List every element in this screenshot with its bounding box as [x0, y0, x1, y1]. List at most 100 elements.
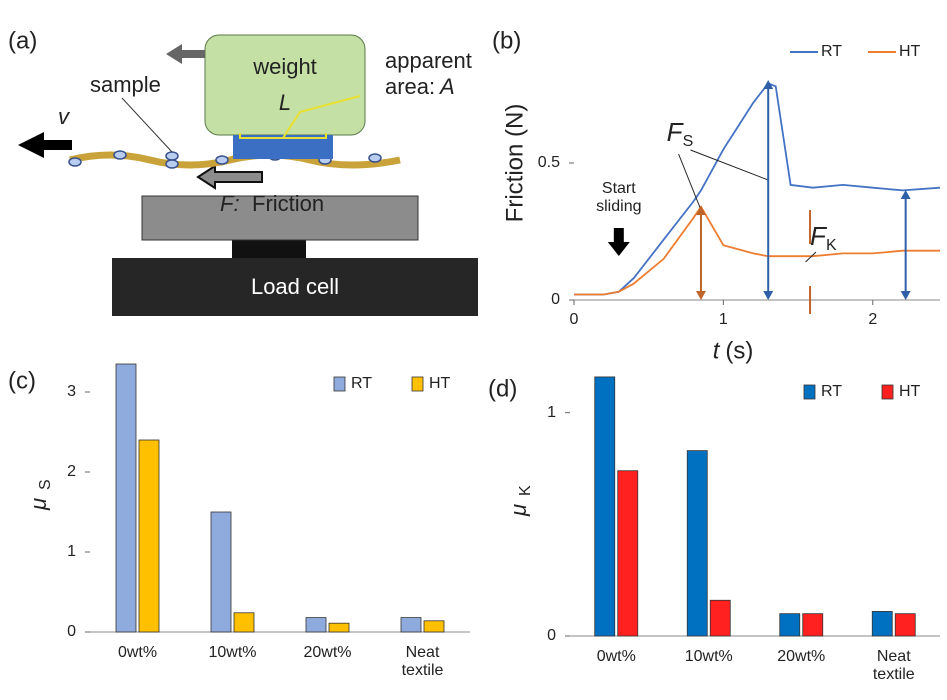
line-series [574, 82, 941, 296]
bar [894, 613, 916, 637]
panel-label: (d) [488, 375, 517, 402]
area-bracket [239, 95, 361, 139]
y-tick-label: 0 [67, 623, 76, 640]
annotation-sub: S [683, 133, 694, 150]
bar [138, 439, 160, 633]
weight-label: weight [252, 54, 317, 79]
x-axis-title: t [713, 337, 721, 364]
y-axis-title: μ [26, 498, 51, 511]
legend-swatch [411, 376, 424, 392]
y-tick-label: 0 [551, 291, 560, 308]
friction-symbol: F: [220, 191, 240, 216]
y-axis-title: μS [26, 479, 54, 511]
apparent-label: apparent [385, 48, 472, 73]
velocity-label: v [58, 104, 71, 129]
legend-label: RT [821, 43, 842, 60]
velocity-arrow [18, 132, 72, 158]
diagram: (a) Load cell F: Friction weight L appar… [8, 27, 478, 316]
x-tick-label-box: 0wt% [596, 648, 636, 665]
y-tick-label: 1 [67, 543, 76, 560]
arrow-head [763, 291, 774, 300]
bar [233, 612, 255, 633]
y-axis-title: μK [506, 485, 534, 517]
y-tick-label: 1 [547, 404, 556, 421]
plate [141, 195, 419, 241]
bar [400, 617, 422, 633]
x-tick-label: 20wt% [777, 648, 826, 665]
y-axis-title: μ [506, 504, 531, 517]
bar [423, 620, 445, 633]
x-tick-label-box: 20wt% [303, 644, 352, 661]
x-tick-label: 10wt% [208, 644, 257, 661]
x-tick-label-box: 0wt% [117, 644, 158, 661]
annotation: F [810, 221, 828, 251]
connector [232, 240, 306, 258]
bar [305, 617, 327, 633]
legend-label: HT [899, 43, 921, 60]
y-axis-title-sub: S [37, 479, 54, 490]
legend-label: RT [821, 383, 842, 400]
x-tick-label: 2 [868, 311, 877, 328]
y-tick-label: 0.5 [538, 154, 560, 171]
legend-label: HT [429, 375, 451, 392]
weight [204, 34, 366, 136]
x-tick-label: 20wt% [303, 644, 352, 661]
sample-label: sample [90, 72, 161, 97]
pointer [678, 153, 702, 211]
x-tick-label: 1 [719, 311, 728, 328]
arrow-head [900, 190, 911, 199]
weight-arrow [166, 44, 205, 64]
sample-pointer [121, 97, 173, 153]
legend-swatch [803, 384, 816, 400]
x-tick-label-box: Neat textile [401, 644, 444, 680]
area-label: area: [385, 74, 435, 99]
x-tick-label: Neat textile [872, 648, 915, 684]
y-axis-title: Friction (N) [501, 104, 528, 223]
x-tick-label: 0 [570, 311, 579, 328]
bar [210, 511, 232, 633]
bar [686, 450, 708, 637]
friction-label: Friction [252, 191, 324, 216]
x-tick-label: 0wt% [117, 644, 158, 661]
panel-label: (c) [8, 367, 36, 394]
bar [802, 613, 824, 637]
annotation: F [667, 117, 685, 147]
pointer [805, 251, 817, 263]
x-tick-label-box: 10wt% [208, 644, 257, 661]
arrow-head [900, 291, 911, 300]
pointer [690, 149, 769, 181]
bar [328, 622, 350, 633]
bar [779, 613, 801, 637]
legend-label: RT [351, 375, 372, 392]
annotation: Start sliding [596, 180, 642, 216]
bar [871, 611, 893, 637]
bar [709, 599, 731, 637]
legend-swatch [881, 384, 894, 400]
annotation-box: Start sliding [596, 180, 642, 216]
y-tick-label: 2 [67, 463, 76, 480]
x-tick-label: 10wt% [684, 648, 733, 665]
x-tick-label: Neat textile [401, 644, 444, 680]
bar [115, 363, 137, 633]
bar [594, 376, 616, 637]
start-arrow [607, 228, 630, 256]
load-cell-label: Load cell [251, 274, 339, 299]
y-axis-title: Friction (N) [501, 104, 528, 223]
arrow-head [695, 291, 706, 300]
x-tick-label-box: 20wt% [777, 648, 826, 665]
legend-label: HT [899, 383, 921, 400]
y-tick-label: 3 [67, 383, 76, 400]
bar [617, 470, 639, 637]
y-tick-label: 0 [547, 627, 556, 644]
legend-swatch [333, 376, 346, 392]
x-tick-label-box: 10wt% [684, 648, 733, 665]
panel-label: (a) [8, 27, 37, 54]
friction-arrow [196, 164, 263, 190]
weight-symbol: L [279, 90, 291, 115]
arrow-head [695, 206, 706, 215]
x-tick-label-box: Neat textile [872, 648, 915, 684]
x-tick-label: 0wt% [596, 648, 636, 665]
x-axis-unit: (s) [725, 337, 753, 364]
